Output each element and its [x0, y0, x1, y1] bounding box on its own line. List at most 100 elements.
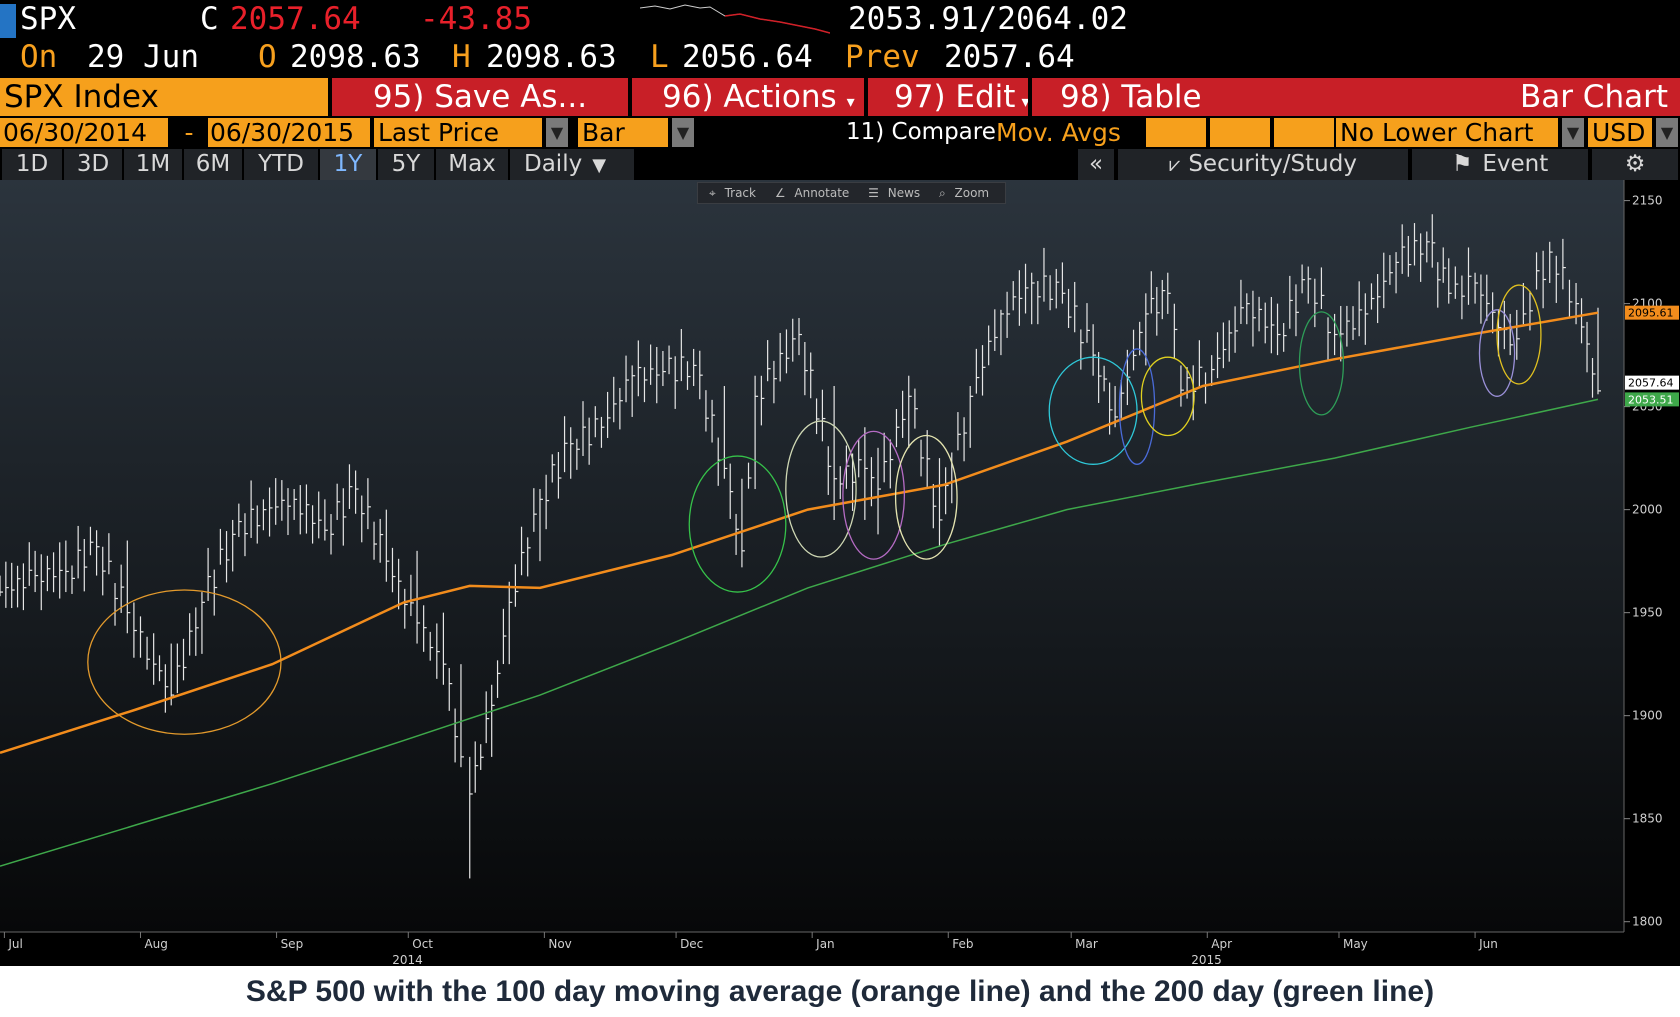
table-button[interactable]: 98) Table: [1060, 79, 1202, 115]
open-price: 2098.63: [290, 39, 421, 75]
quote-header: SPX C 2057.64 -43.85 2053.91/2064.02 On …: [0, 0, 1680, 78]
x-tick-label: Sep: [281, 937, 304, 951]
x-tick-label: Apr: [1211, 937, 1232, 951]
low-label: L: [650, 39, 669, 75]
security-study-button[interactable]: ⩗ Security/Study: [1118, 149, 1408, 180]
x-year-label: 2015: [1191, 953, 1222, 965]
price-change: -43.85: [420, 1, 532, 37]
ma200-line: [0, 398, 1599, 867]
period-6m[interactable]: 6M: [184, 149, 242, 180]
flag-icon: ⚑: [1451, 151, 1473, 177]
quote-date: 29 Jun: [87, 39, 199, 75]
annotation-ellipse: [1496, 284, 1542, 385]
edit-label: 97) Edit: [894, 79, 1016, 115]
plot-background: [0, 180, 1624, 932]
annotation-ellipse: [688, 455, 787, 593]
track-button[interactable]: ⌖ Track: [709, 186, 756, 200]
y-tick-label: 1850: [1632, 812, 1663, 826]
x-year-label: 2014: [392, 953, 423, 965]
annotation-ellipse: [1298, 311, 1345, 416]
annotate-button[interactable]: ∠ Annotate: [774, 186, 850, 200]
spacer-b: [1210, 118, 1270, 147]
collapse-button[interactable]: «: [1078, 149, 1114, 180]
prev-label: Prev: [845, 39, 920, 75]
event-button[interactable]: ⚑ Event: [1412, 149, 1588, 180]
prev-price: 2057.64: [944, 39, 1075, 75]
save-as-button[interactable]: 95) Save As...: [332, 78, 628, 116]
end-date-input[interactable]: 06/30/2015: [208, 118, 370, 147]
chart-type-label: Bar Chart: [1519, 79, 1668, 115]
x-tick-label: May: [1343, 937, 1368, 951]
security-marker: [0, 4, 16, 38]
frequency-select[interactable]: Daily ▼: [510, 149, 634, 180]
field-select[interactable]: Last Price: [374, 118, 542, 147]
compare-button[interactable]: 11) Compare: [846, 119, 996, 145]
y-tick-label: 1900: [1632, 709, 1663, 723]
period-1y[interactable]: 1Y: [320, 149, 376, 180]
chevron-down-icon: ▾: [1021, 92, 1028, 111]
frequency-label: Daily: [524, 151, 583, 177]
period-max[interactable]: Max: [436, 149, 508, 180]
y-axis-panel: [1624, 180, 1680, 932]
ma100-tag-text: 2095.61: [1628, 307, 1674, 320]
annotation-ellipse: [1048, 356, 1138, 465]
period-3d[interactable]: 3D: [64, 149, 122, 180]
chart-toolbar: ⌖ Track ∠ Annotate ☰ News ⌕ Zoom: [697, 182, 1007, 204]
annotation-ellipse: [1118, 348, 1156, 465]
field-dropdown-icon[interactable]: ▼: [546, 118, 568, 147]
bid-ask: 2053.91/2064.02: [848, 1, 1128, 37]
period-ytd[interactable]: YTD: [244, 149, 318, 180]
period-5y[interactable]: 5Y: [378, 149, 434, 180]
event-label: Event: [1482, 151, 1549, 177]
lower-chart-dropdown-icon[interactable]: ▼: [1562, 118, 1584, 147]
edit-menu[interactable]: 97) Edit ▾: [868, 78, 1028, 116]
x-tick-label: Jan: [815, 937, 835, 951]
actions-label: 96) Actions: [662, 79, 837, 115]
annotation-ellipse: [87, 589, 282, 735]
y-tick-label: 1950: [1632, 606, 1663, 620]
x-axis-ticks: Jul Aug Sep Oct Nov Dec Jan Feb Mar Apr May Jun 2014…: [3, 932, 1498, 965]
track-label: Track: [724, 186, 756, 200]
zoom-button[interactable]: ⌕ Zoom: [938, 186, 990, 200]
lower-chart-select[interactable]: No Lower Chart: [1336, 118, 1558, 147]
chevron-down-icon: ▾: [846, 92, 855, 111]
annotation-ellipse: [1140, 356, 1195, 437]
y-tick-label: 2150: [1632, 194, 1663, 208]
last-price-tag-box: [1625, 375, 1679, 390]
x-tick-label: Dec: [680, 937, 703, 951]
menu-fill: 98) Table Bar Chart: [1032, 78, 1680, 116]
price-tags: 2053.51 2057.64 2095.61: [1625, 305, 1679, 407]
period-1d[interactable]: 1D: [2, 149, 62, 180]
spacer-c: [1274, 118, 1334, 147]
style-select[interactable]: Bar: [578, 118, 668, 147]
zoom-label: Zoom: [954, 186, 990, 200]
spacer-a: [1146, 118, 1206, 147]
y-tick-label: 2000: [1632, 503, 1663, 517]
ma200-tag-text: 2053.51: [1628, 393, 1674, 406]
start-date-input[interactable]: 06/30/2014: [0, 118, 168, 147]
date-separator: -: [184, 118, 194, 147]
x-tick-label: Aug: [144, 937, 167, 951]
mov-avgs-button[interactable]: Mov. Avgs: [996, 118, 1121, 147]
on-label: On: [20, 39, 58, 75]
news-button[interactable]: ☰ News: [868, 186, 921, 200]
chart-study-icon: ⩗: [1169, 152, 1181, 176]
x-tick-label: Nov: [548, 937, 571, 951]
annotation-ellipse: [1478, 309, 1516, 397]
currency-dropdown-icon[interactable]: ▼: [1656, 118, 1678, 147]
style-dropdown-icon[interactable]: ▼: [672, 118, 694, 147]
close-price: 2057.64: [230, 1, 361, 37]
x-tick-label: Jun: [1478, 937, 1498, 951]
security-field[interactable]: SPX Index: [0, 78, 328, 116]
currency-select[interactable]: USD: [1588, 118, 1652, 147]
news-label: News: [887, 186, 921, 200]
period-1m[interactable]: 1M: [124, 149, 182, 180]
x-tick-label: Mar: [1075, 937, 1098, 951]
annotate-label: Annotate: [794, 186, 850, 200]
y-tick-label: 1800: [1632, 915, 1663, 929]
settings-gear-icon[interactable]: ⚙: [1592, 149, 1678, 180]
last-price-tag-text: 2057.64: [1628, 377, 1674, 390]
actions-menu[interactable]: 96) Actions ▾: [632, 78, 864, 116]
high-price: 2098.63: [486, 39, 617, 75]
